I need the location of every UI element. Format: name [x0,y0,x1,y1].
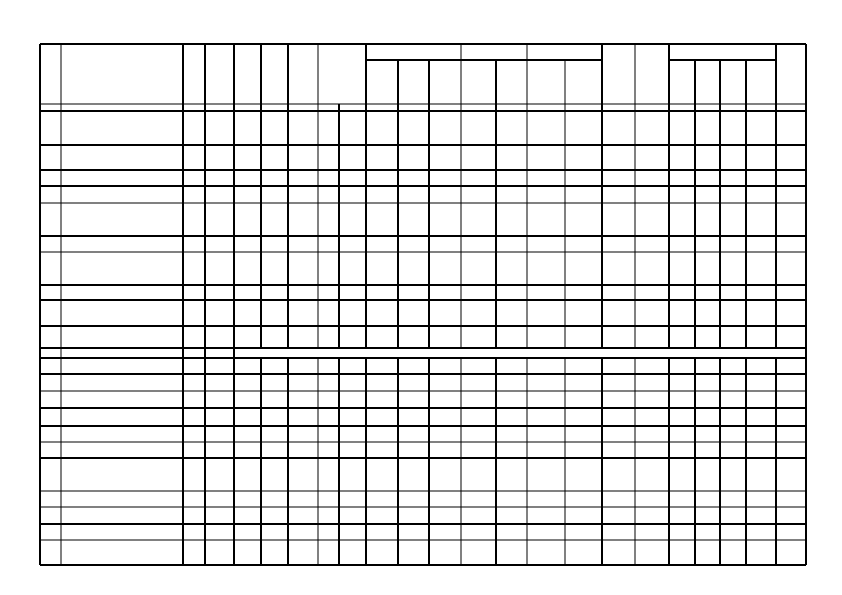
blank-table-grid [39,43,807,566]
